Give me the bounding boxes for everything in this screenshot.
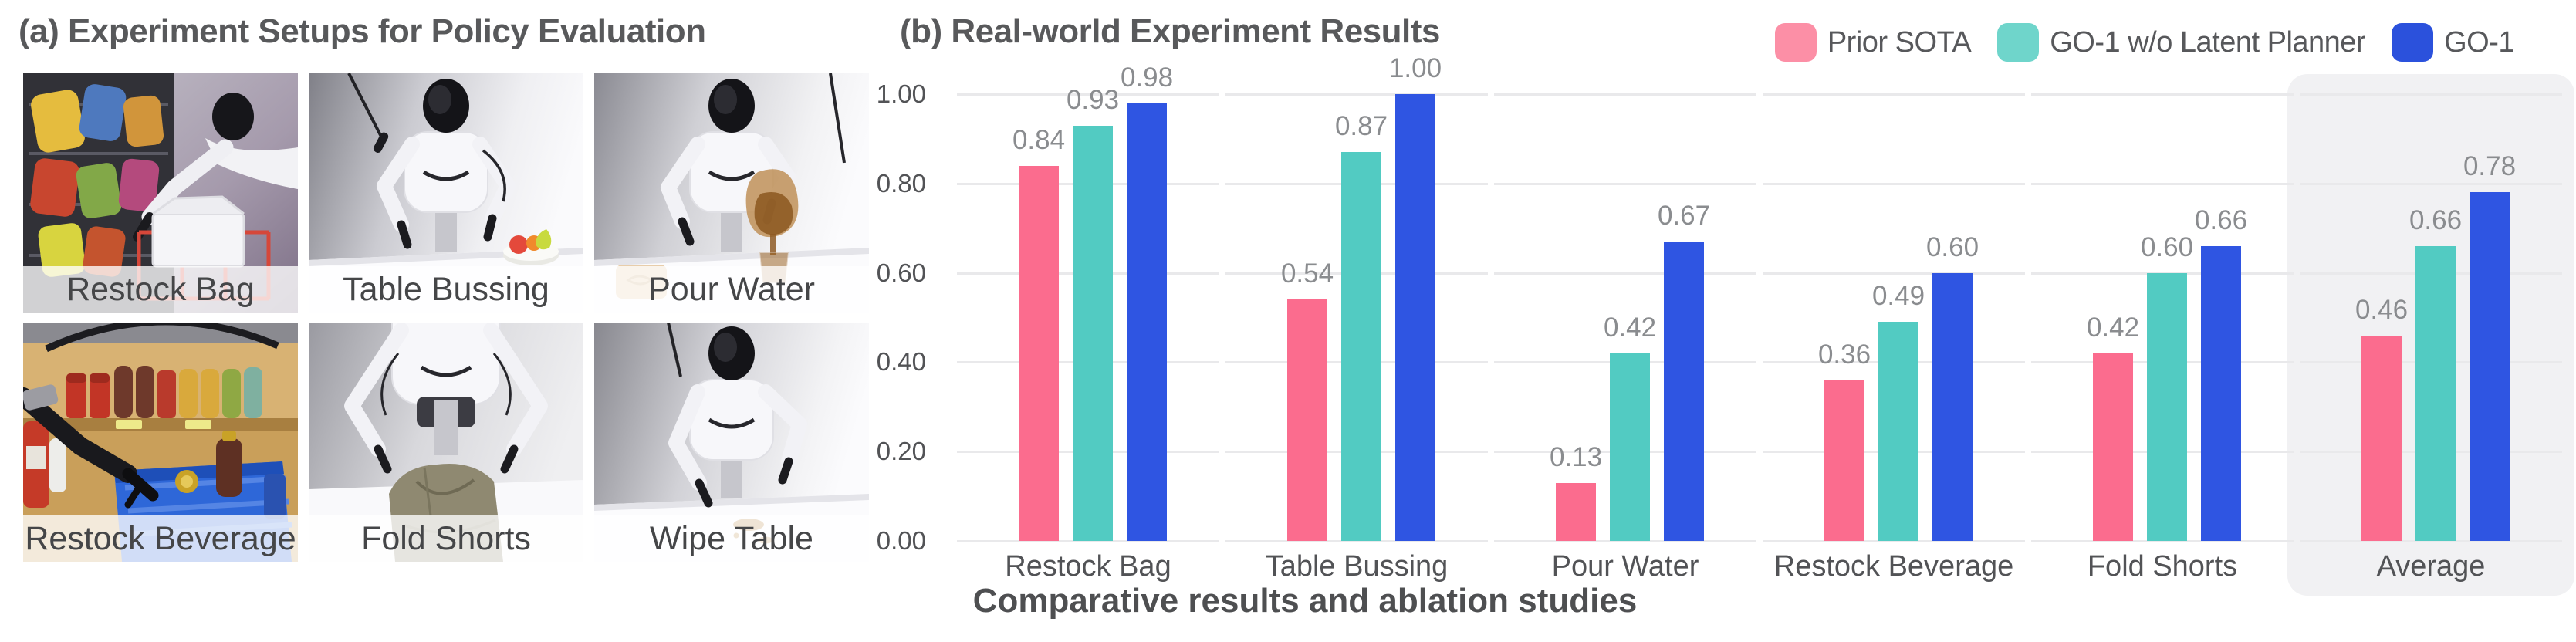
bar-go1-wo-latent-planner xyxy=(2415,246,2456,541)
bar-prior-sota xyxy=(1556,483,1596,541)
bar-go1 xyxy=(1932,273,1973,541)
bar-value-label: 0.36 xyxy=(1817,340,1871,370)
y-axis-tick-label: 0.40 xyxy=(876,347,926,376)
gridline xyxy=(957,93,1219,96)
bar-value-label: 0.60 xyxy=(2140,232,2194,262)
gridline xyxy=(957,540,1219,542)
bar-go1-wo-latent-planner xyxy=(1341,152,1381,541)
photo-tile-pour-water: Pour Water xyxy=(594,73,869,313)
bar-value-label: 0.78 xyxy=(2463,151,2517,181)
restock-bag-photo xyxy=(23,73,298,313)
experiment-photo-grid: Restock Bag xyxy=(23,73,869,562)
bar-prior-sota xyxy=(1824,380,1864,541)
gridline xyxy=(1494,540,1756,542)
legend-label: GO-1 w/o Latent Planner xyxy=(2050,25,2366,59)
panel-b-title: (b) Real-world Experiment Results xyxy=(900,12,1440,50)
category-label-restock-beverage: Restock Beverage xyxy=(1773,550,2014,583)
bar-value-label: 0.42 xyxy=(1603,313,1657,343)
gridline xyxy=(2300,183,2562,185)
legend-label: GO-1 xyxy=(2444,25,2514,59)
gridline xyxy=(1763,93,2025,96)
bar-value-label: 0.98 xyxy=(1120,63,1174,93)
photo-label: Table Bussing xyxy=(309,266,583,313)
photo-tile-table-bussing: Table Bussing xyxy=(309,73,583,313)
category-label-fold-shorts: Fold Shorts xyxy=(2087,550,2238,583)
bar-value-label: 0.60 xyxy=(1925,232,1979,262)
photo-label: Wipe Table xyxy=(594,515,869,562)
bar-value-label: 0.42 xyxy=(2086,313,2140,343)
category-label-average: Average xyxy=(2376,550,2486,583)
chart-legend: Prior SOTA GO-1 w/o Latent Planner GO-1 xyxy=(1774,23,2514,62)
photo-label: Restock Bag xyxy=(23,266,298,313)
bar-go1-wo-latent-planner xyxy=(2147,273,2187,541)
bar-value-label: 0.87 xyxy=(1334,111,1388,141)
gridline xyxy=(2300,93,2562,96)
gridline xyxy=(1763,540,2025,542)
bar-prior-sota xyxy=(1287,299,1327,541)
bar-go1-wo-latent-planner xyxy=(1878,322,1918,541)
bar-prior-sota xyxy=(2093,353,2133,541)
gridline xyxy=(1494,272,1756,275)
bar-go1 xyxy=(1127,103,1167,541)
gridline xyxy=(1225,540,1488,542)
photo-tile-restock-beverage: Restock Beverage xyxy=(23,323,298,562)
legend-item-go1-wo-latent-planner: GO-1 w/o Latent Planner xyxy=(1997,23,2366,62)
bar-go1 xyxy=(2201,246,2241,541)
bar-value-label: 0.49 xyxy=(1871,281,1925,311)
bar-value-label: 1.00 xyxy=(1388,53,1442,83)
gridline xyxy=(2031,540,2294,542)
legend-swatch xyxy=(2392,23,2434,62)
photo-label: Restock Beverage xyxy=(23,515,298,562)
y-axis-tick-label: 0.00 xyxy=(876,526,926,555)
bar-value-label: 0.46 xyxy=(2355,295,2409,325)
photo-tile-fold-shorts: Fold Shorts xyxy=(309,323,583,562)
gridline xyxy=(2300,540,2562,542)
bar-go1 xyxy=(2470,192,2510,541)
gridline xyxy=(1494,183,1756,185)
gridline xyxy=(1225,93,1488,96)
legend-swatch xyxy=(1774,23,1817,62)
gridline xyxy=(1763,272,2025,275)
legend-label: Prior SOTA xyxy=(1827,25,1972,59)
gridline xyxy=(2031,93,2294,96)
category-label-table-bussing: Table Bussing xyxy=(1265,550,1449,583)
bar-value-label: 0.13 xyxy=(1549,442,1603,472)
category-label-restock-bag: Restock Bag xyxy=(1005,550,1171,583)
category-label-pour-water: Pour Water xyxy=(1551,550,1699,583)
photo-tile-restock-bag: Restock Bag xyxy=(23,73,298,313)
bar-go1 xyxy=(1664,242,1704,541)
panel-a-title: (a) Experiment Setups for Policy Evaluat… xyxy=(19,12,706,50)
bar-prior-sota xyxy=(2361,336,2402,541)
legend-item-prior-sota: Prior SOTA xyxy=(1774,23,1972,62)
y-axis-tick-label: 0.80 xyxy=(876,169,926,198)
bar-value-label: 0.66 xyxy=(2409,205,2463,235)
bar-value-label: 0.84 xyxy=(1012,125,1066,155)
gridline xyxy=(2031,183,2294,185)
bar-go1-wo-latent-planner xyxy=(1073,126,1113,541)
gridline xyxy=(1494,93,1756,96)
bar-value-label: 0.66 xyxy=(2194,205,2248,235)
legend-swatch xyxy=(1997,23,2040,62)
photo-tile-wipe-table: Wipe Table xyxy=(594,323,869,562)
y-axis-tick-label: 0.60 xyxy=(876,258,926,287)
legend-item-go1: GO-1 xyxy=(2392,23,2514,62)
photo-label: Pour Water xyxy=(594,266,869,313)
bar-prior-sota xyxy=(1019,166,1059,541)
y-axis-tick-label: 1.00 xyxy=(876,79,926,108)
bar-go1-wo-latent-planner xyxy=(1610,353,1650,541)
bar-value-label: 0.93 xyxy=(1066,85,1120,115)
gridline xyxy=(1763,183,2025,185)
y-axis-tick-label: 0.20 xyxy=(876,437,926,465)
photo-label: Fold Shorts xyxy=(309,515,583,562)
bar-go1 xyxy=(1395,94,1435,541)
bar-value-label: 0.67 xyxy=(1657,201,1711,231)
bar-value-label: 0.54 xyxy=(1280,258,1334,289)
figure-caption: Comparative results and ablation studies xyxy=(972,582,1638,620)
